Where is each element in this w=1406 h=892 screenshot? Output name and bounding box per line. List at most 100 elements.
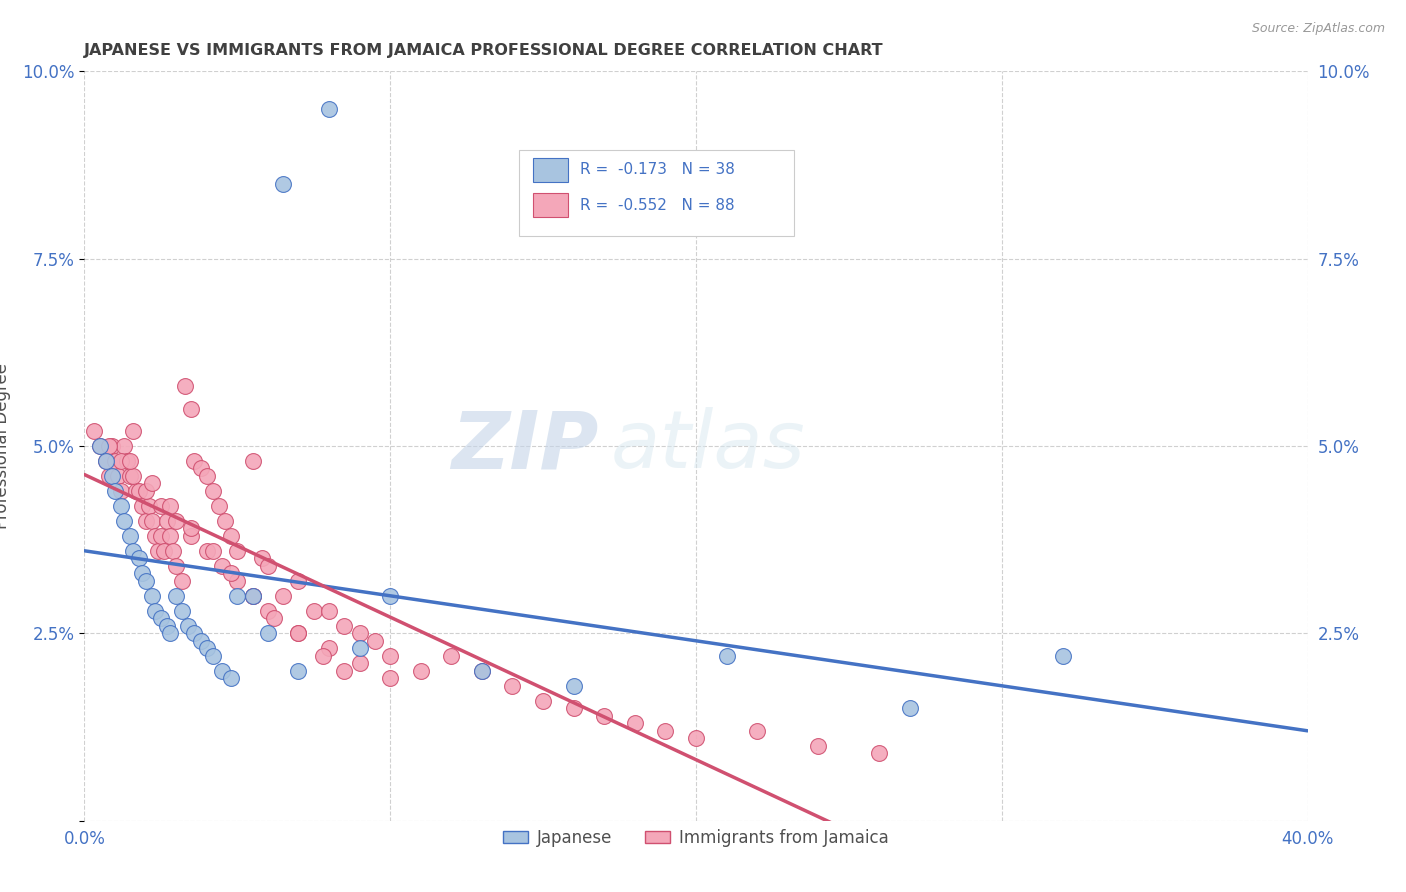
Point <box>104 483 127 498</box>
Point <box>226 574 249 588</box>
Point <box>349 641 371 656</box>
Point <box>257 558 280 573</box>
Point <box>101 439 124 453</box>
Point <box>83 424 105 438</box>
Point <box>97 469 120 483</box>
Point <box>409 664 432 678</box>
Point <box>125 483 148 498</box>
Point <box>263 611 285 625</box>
Point <box>201 544 224 558</box>
Point <box>120 454 142 468</box>
Point <box>333 619 356 633</box>
Point <box>302 604 325 618</box>
Point <box>122 544 145 558</box>
FancyBboxPatch shape <box>519 150 794 236</box>
Point <box>89 439 111 453</box>
Point <box>165 558 187 573</box>
Point <box>1052 648 1074 663</box>
Point <box>208 499 231 513</box>
Point <box>502 679 524 693</box>
Point <box>226 544 249 558</box>
Point <box>141 589 163 603</box>
Point <box>242 589 264 603</box>
Point <box>97 439 120 453</box>
Point <box>312 648 335 663</box>
Point <box>149 529 172 543</box>
Point <box>149 611 172 625</box>
Point <box>471 664 494 678</box>
Point <box>257 626 280 640</box>
Point <box>747 723 769 738</box>
Point <box>159 626 181 640</box>
FancyBboxPatch shape <box>533 158 568 181</box>
Point <box>624 716 647 731</box>
Legend: Japanese, Immigrants from Jamaica: Japanese, Immigrants from Jamaica <box>496 822 896 854</box>
Point <box>128 551 150 566</box>
Point <box>153 544 176 558</box>
Point <box>177 619 200 633</box>
Point <box>110 483 132 498</box>
Point <box>287 626 309 640</box>
Point <box>89 439 111 453</box>
Point <box>531 694 554 708</box>
Text: JAPANESE VS IMMIGRANTS FROM JAMAICA PROFESSIONAL DEGREE CORRELATION CHART: JAPANESE VS IMMIGRANTS FROM JAMAICA PROF… <box>84 43 884 58</box>
Point <box>219 529 242 543</box>
FancyBboxPatch shape <box>533 194 568 218</box>
Point <box>250 551 273 566</box>
Point <box>716 648 738 663</box>
Point <box>195 544 218 558</box>
Point <box>226 589 249 603</box>
Point <box>104 454 127 468</box>
Point <box>349 657 371 671</box>
Point <box>146 544 169 558</box>
Text: R =  -0.552   N = 88: R = -0.552 N = 88 <box>579 198 734 213</box>
Point <box>242 589 264 603</box>
Point <box>471 664 494 678</box>
Point <box>159 529 181 543</box>
Point <box>143 604 166 618</box>
Text: ZIP: ZIP <box>451 407 598 485</box>
Point <box>122 424 145 438</box>
Text: R =  -0.173   N = 38: R = -0.173 N = 38 <box>579 162 735 177</box>
Point <box>219 671 242 685</box>
Point <box>159 499 181 513</box>
Point <box>107 469 129 483</box>
Point <box>131 499 153 513</box>
Point <box>165 589 187 603</box>
Point <box>271 177 294 191</box>
Point <box>180 521 202 535</box>
Point <box>172 574 194 588</box>
Point <box>869 746 891 760</box>
Point <box>257 604 280 618</box>
Point <box>349 626 371 640</box>
Point <box>318 102 340 116</box>
Point <box>211 664 233 678</box>
Point <box>287 574 309 588</box>
Point <box>174 379 197 393</box>
Point <box>219 566 242 581</box>
Point <box>110 454 132 468</box>
Point <box>149 499 172 513</box>
Point <box>562 679 585 693</box>
Point <box>141 476 163 491</box>
Point <box>135 574 157 588</box>
Point <box>333 664 356 678</box>
Point <box>122 469 145 483</box>
Point <box>141 514 163 528</box>
Text: atlas: atlas <box>610 407 806 485</box>
Point <box>115 454 138 468</box>
Point <box>287 626 309 640</box>
Point <box>318 604 340 618</box>
Point <box>271 589 294 603</box>
Point <box>94 454 117 468</box>
Point <box>172 604 194 618</box>
Point <box>380 671 402 685</box>
Point <box>131 566 153 581</box>
Point <box>201 648 224 663</box>
Point <box>162 544 184 558</box>
Point <box>195 469 218 483</box>
Point <box>183 454 205 468</box>
Point <box>120 529 142 543</box>
Point <box>101 469 124 483</box>
Point <box>135 483 157 498</box>
